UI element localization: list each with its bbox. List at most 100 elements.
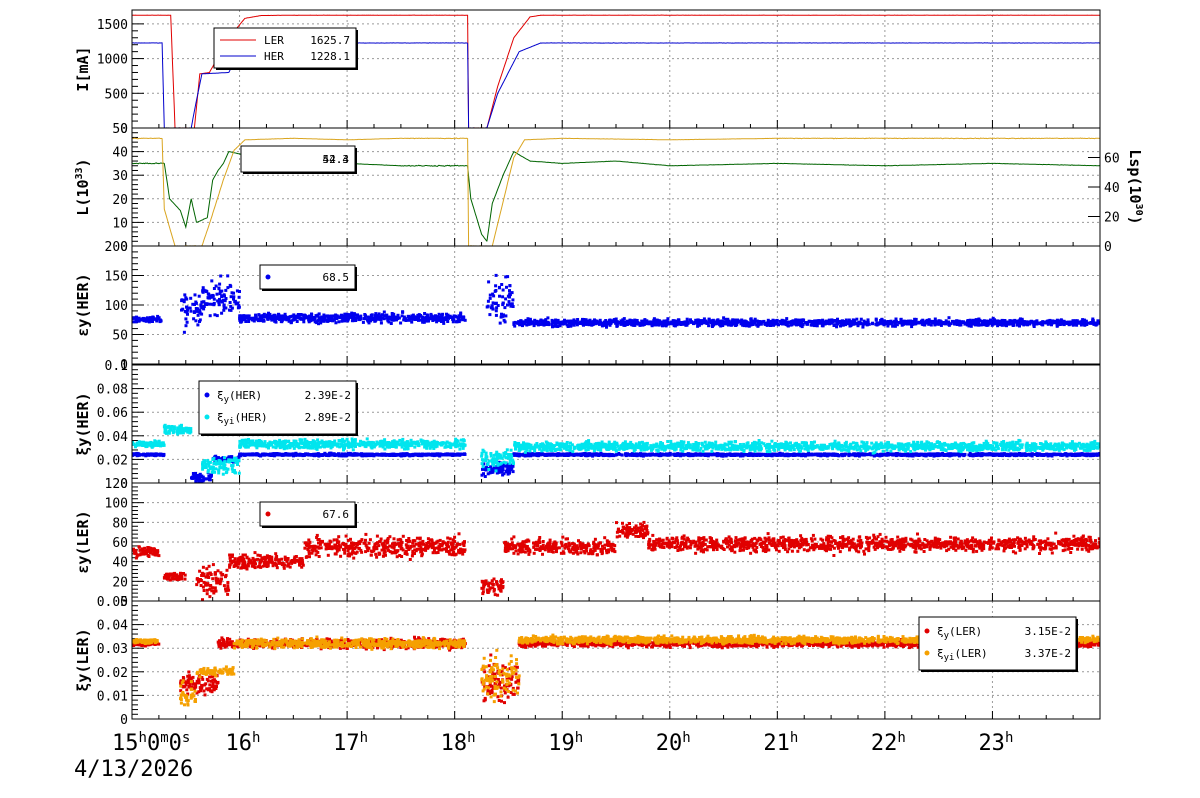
data-point xyxy=(736,318,740,322)
data-point xyxy=(630,319,633,323)
series-line xyxy=(132,14,1100,128)
data-point xyxy=(247,320,251,323)
data-point xyxy=(239,320,243,324)
data-point xyxy=(915,453,919,457)
data-point xyxy=(875,452,878,456)
data-point xyxy=(142,440,145,444)
y-tick-label: 10 xyxy=(112,216,128,231)
data-point xyxy=(354,317,358,321)
data-point xyxy=(709,320,713,324)
data-point xyxy=(522,453,526,457)
data-point xyxy=(364,314,367,318)
data-point xyxy=(922,322,926,326)
data-point xyxy=(251,318,255,322)
data-point xyxy=(542,452,546,456)
data-point xyxy=(755,319,759,323)
data-point xyxy=(705,453,709,457)
data-point xyxy=(693,320,697,324)
data-point xyxy=(208,314,212,318)
data-point xyxy=(641,321,645,324)
y-axis-label: I[mA] xyxy=(74,46,92,91)
data-point xyxy=(938,453,942,457)
data-point xyxy=(333,454,337,457)
data-point xyxy=(153,317,156,321)
data-point xyxy=(403,317,407,321)
data-point xyxy=(147,441,151,445)
data-point xyxy=(1038,321,1042,325)
data-point xyxy=(716,318,720,322)
data-point xyxy=(242,452,246,456)
data-point xyxy=(335,317,339,321)
data-point xyxy=(917,452,921,456)
data-point xyxy=(956,452,960,456)
data-point xyxy=(996,324,1000,328)
data-point xyxy=(953,322,957,326)
data-point xyxy=(215,292,219,296)
data-point xyxy=(608,323,612,327)
data-point xyxy=(357,452,361,456)
data-point xyxy=(781,321,785,325)
data-point xyxy=(181,307,185,311)
data-point xyxy=(801,322,804,326)
data-point xyxy=(494,273,498,277)
data-point xyxy=(198,318,202,322)
data-point xyxy=(392,315,396,319)
data-point xyxy=(183,293,187,297)
data-point xyxy=(919,321,923,324)
data-point xyxy=(727,319,731,323)
data-point xyxy=(458,318,462,322)
data-point xyxy=(969,324,973,328)
data-point xyxy=(196,323,200,327)
data-point xyxy=(969,453,973,457)
data-point xyxy=(229,304,233,308)
data-point xyxy=(685,323,689,327)
data-point xyxy=(544,318,548,322)
data-point xyxy=(295,453,299,457)
data-point xyxy=(551,319,555,323)
data-point xyxy=(848,453,852,457)
data-point xyxy=(261,453,265,456)
data-point xyxy=(1066,320,1070,324)
data-point xyxy=(679,322,683,326)
data-point xyxy=(581,317,584,321)
data-point xyxy=(835,322,839,325)
data-point xyxy=(911,454,915,458)
data-point xyxy=(675,322,679,326)
data-point xyxy=(439,452,443,456)
data-point xyxy=(751,453,755,457)
data-point xyxy=(886,324,890,328)
data-point xyxy=(501,295,505,299)
data-point xyxy=(238,318,242,322)
data-point xyxy=(702,317,706,321)
data-point xyxy=(137,452,141,456)
data-point xyxy=(585,320,589,324)
data-point xyxy=(631,452,635,456)
data-point xyxy=(224,297,228,300)
data-point xyxy=(513,324,517,328)
data-point xyxy=(269,453,272,457)
data-point xyxy=(925,320,929,324)
data-point xyxy=(597,322,601,326)
data-point xyxy=(497,470,501,474)
y-tick-label: 0 xyxy=(120,122,128,137)
data-point xyxy=(182,427,186,431)
data-point xyxy=(327,453,331,457)
data-point xyxy=(781,319,785,323)
data-point xyxy=(267,311,270,315)
data-point xyxy=(370,317,374,321)
data-point xyxy=(496,468,500,472)
data-point xyxy=(604,452,608,456)
data-point xyxy=(152,454,156,457)
data-point xyxy=(366,452,369,456)
data-point xyxy=(825,321,829,325)
data-point xyxy=(411,313,415,317)
data-point xyxy=(397,316,401,320)
data-point xyxy=(645,319,649,323)
data-point xyxy=(448,314,452,318)
data-point xyxy=(488,296,492,300)
data-point xyxy=(504,314,508,318)
data-point xyxy=(556,318,560,322)
data-point xyxy=(973,453,977,457)
data-point xyxy=(319,321,323,325)
data-point xyxy=(501,466,505,470)
